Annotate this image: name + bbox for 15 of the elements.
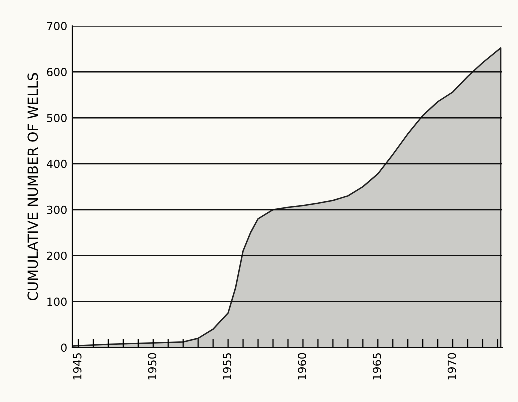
y-tick-label: 700 (47, 22, 67, 31)
x-tick-label: 1955 (223, 354, 232, 380)
y-tick-label: 0 (61, 344, 67, 352)
x-tick-label: 1970 (448, 353, 456, 380)
y-tick-label: 300 (47, 206, 67, 214)
x-tick-label: 1965 (372, 354, 382, 380)
x-tick-label: 1950 (148, 353, 157, 380)
y-tick-label: 200 (47, 252, 67, 260)
y-tick-label: 400 (46, 160, 67, 168)
y-tick-label: 100 (48, 298, 67, 306)
y-axis-title: CUMULATIVE NUMBER OF WELLS (28, 73, 38, 301)
y-tick-label: 600 (47, 68, 67, 76)
x-tick-label: 1960 (298, 353, 306, 380)
x-tick-label: 1945 (73, 354, 82, 380)
y-tick-label: 500 (47, 114, 67, 122)
